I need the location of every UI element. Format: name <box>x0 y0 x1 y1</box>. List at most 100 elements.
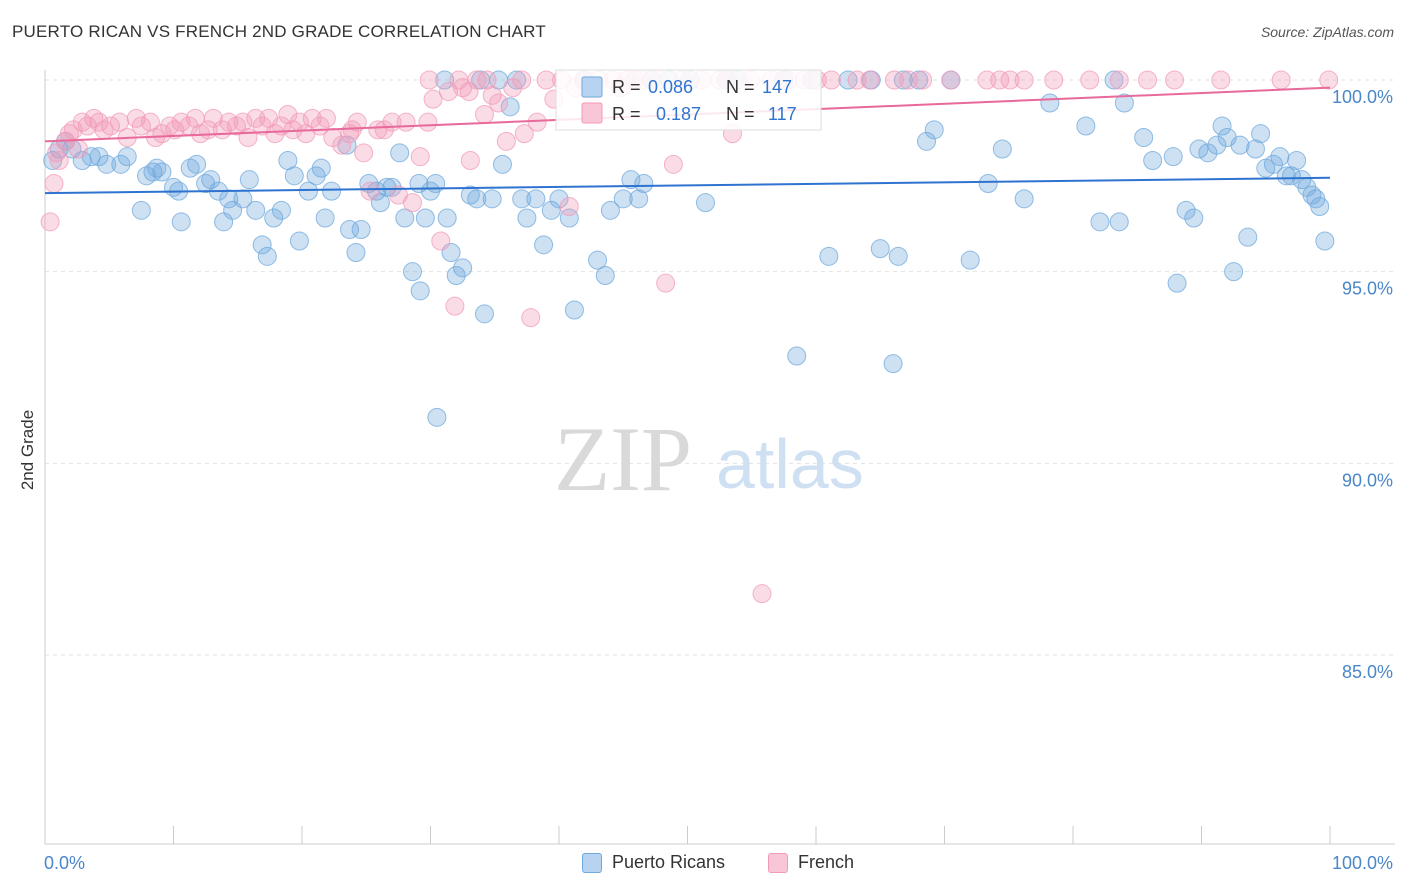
legend-puerto-ricans-label: Puerto Ricans <box>612 852 726 872</box>
stats-legend: R = 0.086 N = 147 R = 0.187 N = 117 <box>555 69 822 131</box>
puerto-rican-point <box>1287 151 1307 170</box>
legend-french-label: French <box>798 852 855 872</box>
puerto-rican-point <box>1104 70 1124 90</box>
legend-french[interactable]: French <box>768 852 854 873</box>
puerto-rican-point <box>492 154 512 174</box>
legend-blue-swatch <box>582 852 602 873</box>
puerto-rican-point <box>111 154 131 174</box>
puerto-rican-point <box>888 246 908 266</box>
puerto-rican-point <box>1302 185 1322 205</box>
puerto-rican-point <box>382 177 402 197</box>
puerto-rican-point <box>600 200 620 220</box>
puerto-rican-point <box>621 170 641 190</box>
puerto-rican-point <box>1167 273 1187 293</box>
french-point <box>860 70 880 90</box>
tick-labels: 85.0% 90.0% 95.0% 100.0% 0.0% 100.0% <box>44 87 1393 873</box>
puerto-rican-point <box>467 189 487 209</box>
puerto-rican-point <box>427 407 447 427</box>
puerto-rican-point <box>284 166 304 186</box>
watermark: ZIP atlas <box>554 408 864 510</box>
french-point <box>68 139 88 159</box>
puerto-rican-point <box>390 143 410 163</box>
french-point <box>1044 70 1064 90</box>
puerto-rican-point <box>322 181 342 201</box>
y-tick-label: 95.0% <box>1342 279 1393 299</box>
french-point <box>410 147 430 167</box>
puerto-rican-point <box>541 200 561 220</box>
french-point <box>1109 70 1129 90</box>
puerto-rican-point <box>870 239 890 259</box>
stats-pink-r-label: R = <box>612 104 641 124</box>
puerto-rican-point <box>1207 135 1227 155</box>
french-point <box>49 151 69 170</box>
french-point <box>527 112 547 132</box>
puerto-rican-point <box>246 200 266 220</box>
stats-pink-swatch <box>581 102 603 124</box>
source-label: Source: ZipAtlas.com <box>1260 24 1394 40</box>
puerto-rican-point <box>1212 116 1232 136</box>
puerto-rican-point <box>171 212 191 232</box>
chart-title: PUERTO RICAN VS FRENCH 2ND GRADE CORRELA… <box>12 22 546 41</box>
puerto-rican-point <box>924 120 944 140</box>
puerto-rican-point <box>1109 212 1129 232</box>
french-point <box>47 143 67 163</box>
puerto-rican-point <box>526 189 546 209</box>
puerto-rican-point <box>549 189 569 209</box>
french-point <box>59 124 79 144</box>
french-point <box>913 70 933 90</box>
french-point <box>990 70 1010 90</box>
puerto-rican-point <box>403 262 423 282</box>
puerto-rican-point <box>340 220 360 239</box>
puerto-rican-point <box>415 208 435 228</box>
french-point <box>489 93 509 113</box>
puerto-rican-point <box>453 258 473 278</box>
legend-pink-swatch <box>768 852 788 873</box>
french-point <box>278 105 298 124</box>
french-point <box>423 89 443 109</box>
puerto-rican-point <box>1310 197 1330 216</box>
puerto-rican-point <box>446 266 466 285</box>
puerto-rican-point <box>1134 128 1154 147</box>
puerto-rican-point <box>437 208 457 228</box>
stats-blue-n-label: N = <box>726 77 755 97</box>
puerto-rican-point <box>588 250 608 270</box>
puerto-rican-point <box>534 235 554 255</box>
french-point <box>316 108 336 128</box>
puerto-rican-point <box>1276 166 1296 186</box>
puerto-rican-point <box>1076 116 1096 136</box>
puerto-rican-point <box>311 158 331 178</box>
french-point <box>663 154 683 174</box>
x-tick-label: 100.0% <box>1332 853 1393 873</box>
y-tick-label: 85.0% <box>1342 662 1393 682</box>
puerto-rican-point <box>131 200 151 220</box>
stats-pink-n-label: N = <box>726 104 755 124</box>
puerto-rican-point <box>201 170 221 190</box>
french-point <box>1014 70 1034 90</box>
french-point <box>418 112 438 132</box>
stats-blue-n-value: 147 <box>762 77 792 97</box>
puerto-rican-point <box>435 70 455 90</box>
french-point <box>40 212 60 232</box>
french-point <box>941 70 961 90</box>
puerto-rican-point <box>239 170 259 190</box>
french-points <box>40 70 1339 604</box>
french-point <box>396 112 416 132</box>
puerto-rican-point <box>695 193 715 213</box>
stats-pink-n-value: 117 <box>768 104 797 124</box>
french-point <box>44 174 64 193</box>
puerto-rican-point <box>187 154 207 174</box>
french-point <box>899 70 919 90</box>
puerto-rican-point <box>367 181 387 201</box>
puerto-rican-trend-line <box>44 176 1331 195</box>
puerto-rican-point <box>147 158 167 178</box>
french-point <box>342 120 362 140</box>
puerto-rican-point <box>819 246 839 266</box>
puerto-rican-point <box>298 181 318 201</box>
puerto-rican-point <box>289 231 309 251</box>
french-point <box>302 108 322 128</box>
legend-puerto-ricans[interactable]: Puerto Ricans <box>582 852 725 873</box>
puerto-rican-point <box>474 304 494 324</box>
french-point <box>1138 70 1158 90</box>
french-point <box>160 116 180 136</box>
puerto-rican-point <box>359 174 379 193</box>
